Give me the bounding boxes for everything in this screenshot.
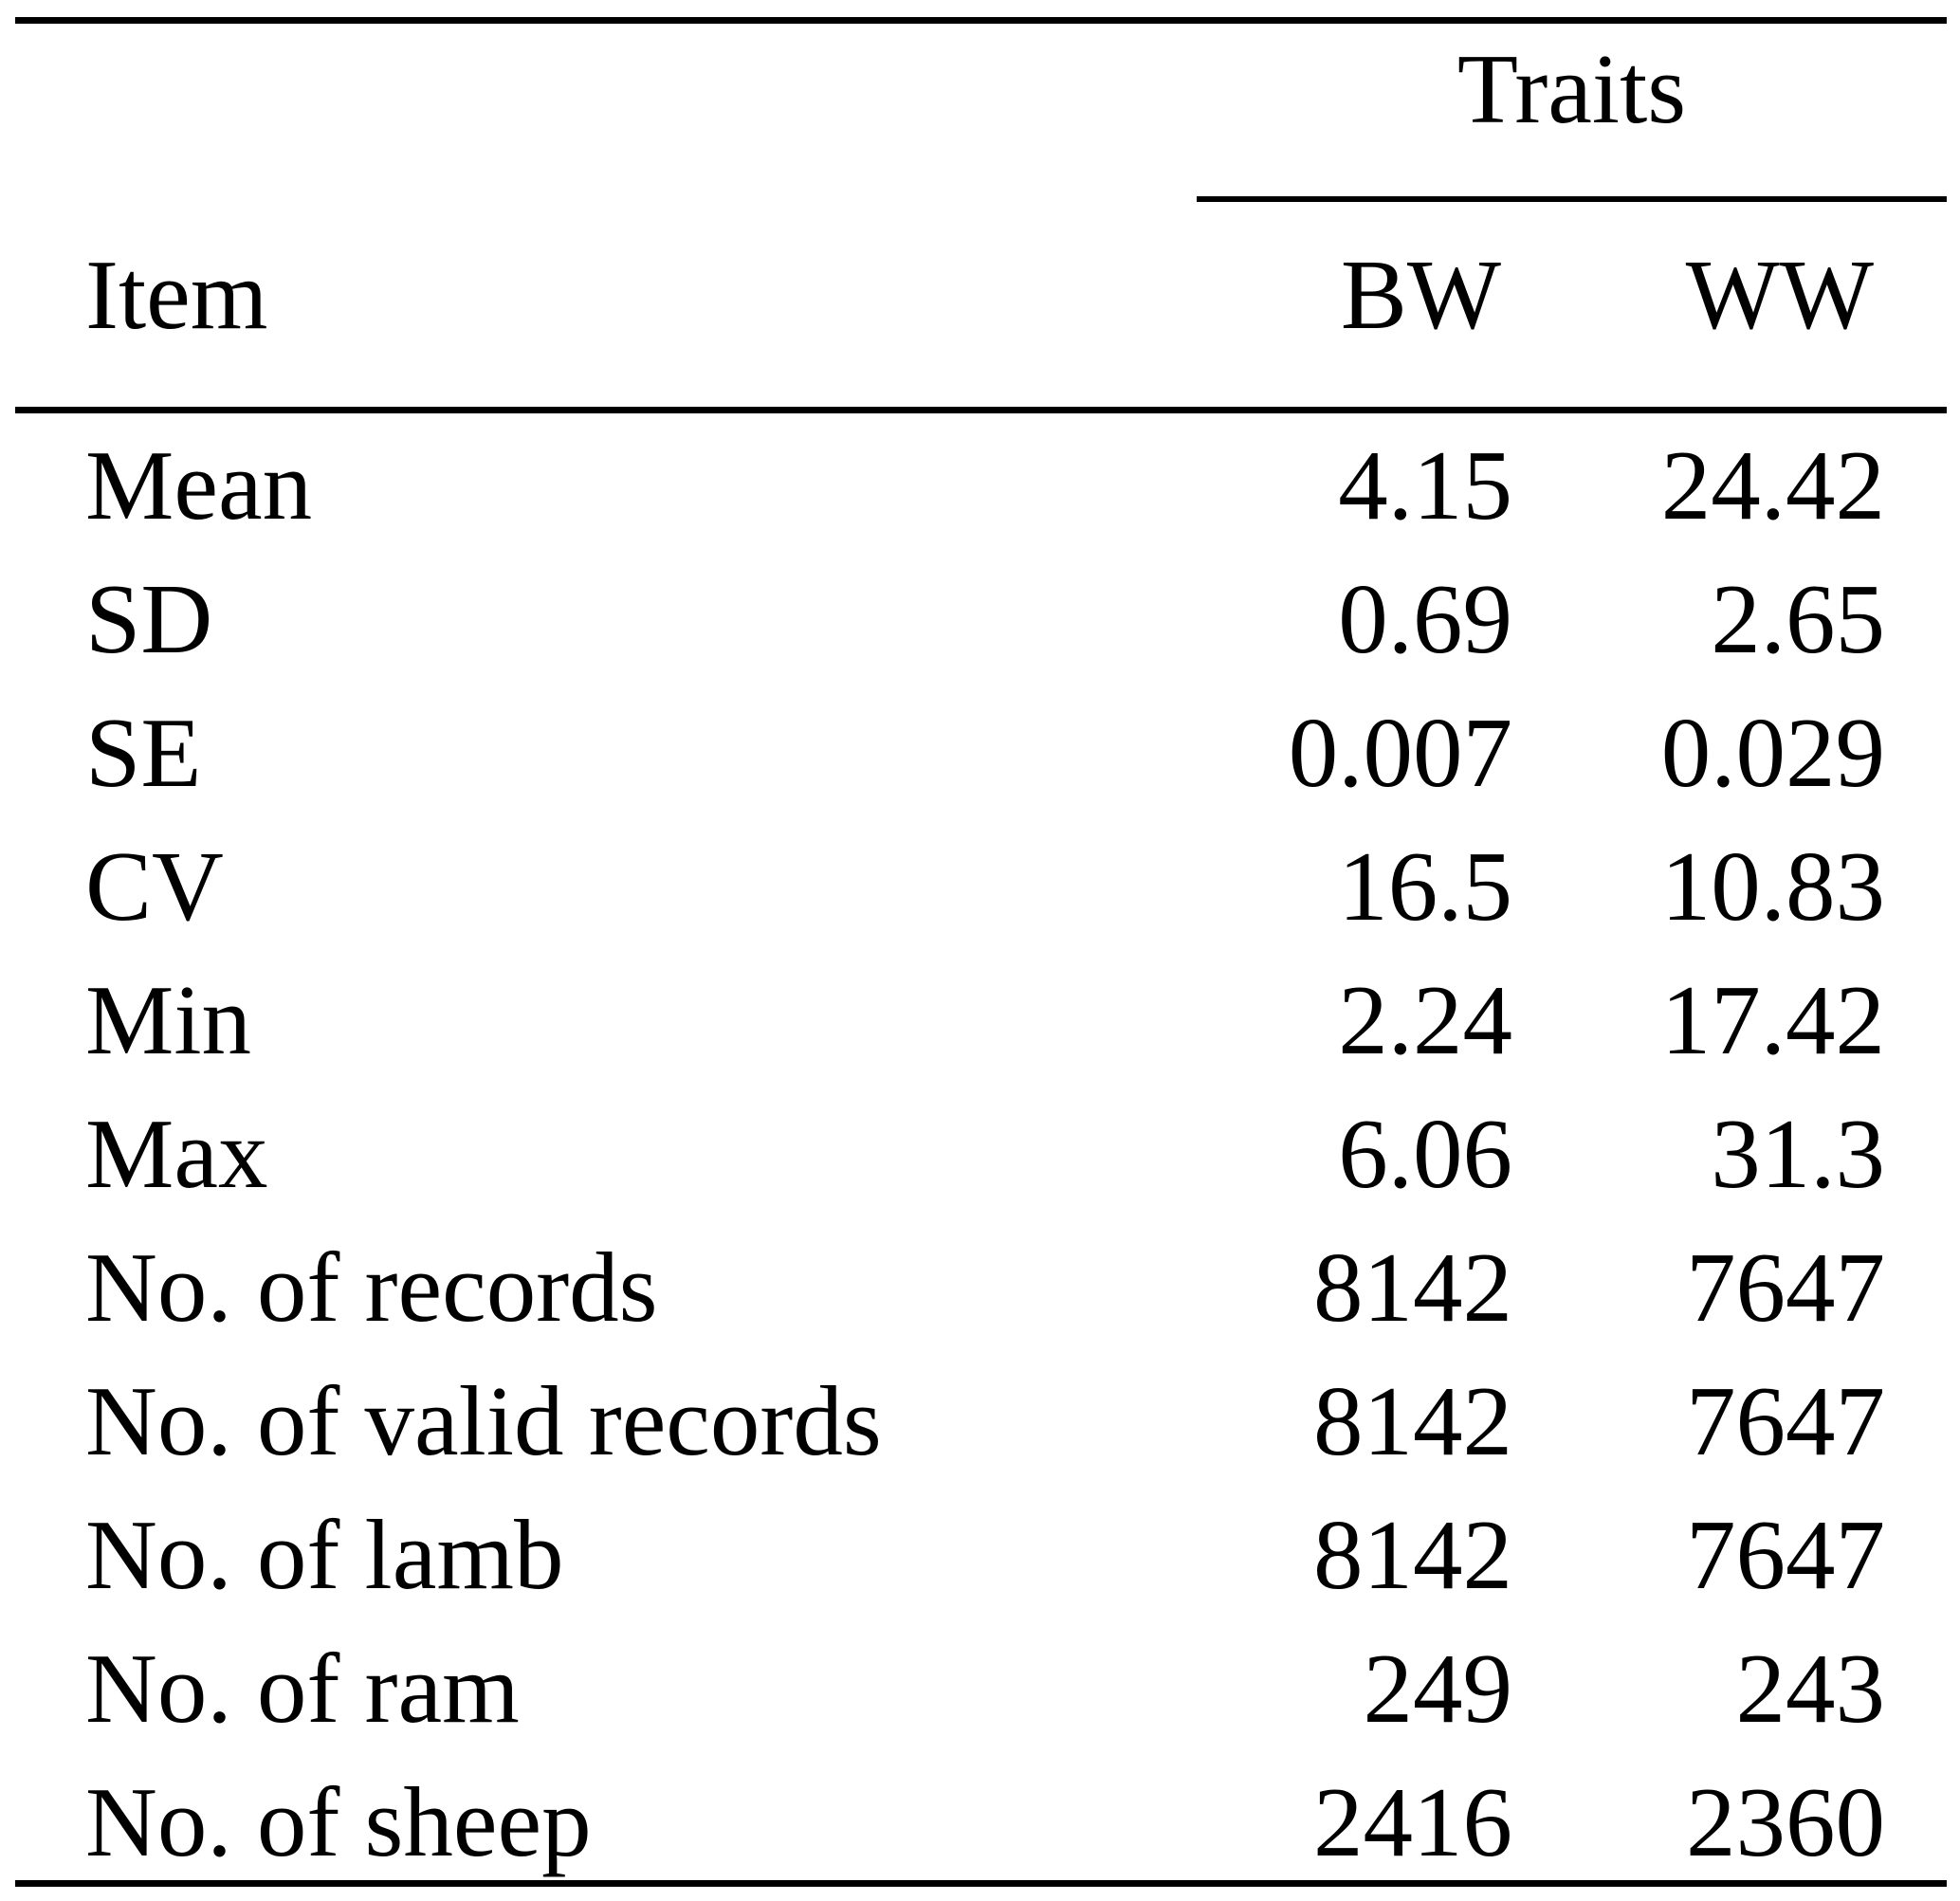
ww-value: 31.3 [1711, 1098, 1885, 1209]
ww-value: 7647 [1686, 1232, 1885, 1343]
column-header-bw: BW [1340, 239, 1501, 350]
row-label: Max [85, 1098, 268, 1209]
bw-value: 8142 [1313, 1365, 1512, 1476]
table-row-no-of-valid-records: No. of valid records 8142 7647 [85, 1354, 1885, 1488]
row-label: SD [85, 563, 213, 674]
ww-value: 17.42 [1660, 964, 1885, 1075]
bw-value: 8142 [1313, 1232, 1512, 1343]
bw-value: 249 [1363, 1633, 1513, 1744]
row-label: Min [85, 964, 252, 1075]
table-header-separator-rule [15, 407, 1947, 413]
column-header-ww: WW [1685, 239, 1874, 350]
table-row-no-of-lamb: No. of lamb 8142 7647 [85, 1488, 1885, 1621]
bw-value: 8142 [1313, 1499, 1512, 1610]
ww-value: 243 [1735, 1633, 1886, 1744]
table-row-sd: SD 0.69 2.65 [85, 552, 1885, 685]
table-header-row: Item BW WW [85, 245, 1885, 344]
ww-value: 0.029 [1660, 697, 1885, 808]
table-row-se: SE 0.007 0.029 [85, 685, 1885, 819]
table-row-cv: CV 16.5 10.83 [85, 819, 1885, 953]
table-row-no-of-ram: No. of ram 249 243 [85, 1621, 1885, 1755]
column-header-item: Item [85, 239, 268, 350]
table-body: Mean 4.15 24.42 SD 0.69 2.65 SE 0.007 0.… [85, 418, 1885, 1889]
table-bottom-rule [15, 1880, 1947, 1887]
row-label: Mean [85, 430, 313, 540]
ww-value: 2.65 [1711, 563, 1885, 674]
table-row-no-of-records: No. of records 8142 7647 [85, 1220, 1885, 1354]
ww-value: 7647 [1686, 1365, 1885, 1476]
table-row-min: Min 2.24 17.42 [85, 953, 1885, 1087]
column-group-header-traits: Traits [1456, 33, 1687, 144]
table-row-mean: Mean 4.15 24.42 [85, 418, 1885, 552]
row-label: No. of sheep [85, 1766, 592, 1877]
row-label: CV [85, 831, 224, 941]
bw-value: 16.5 [1338, 831, 1512, 941]
traits-group-underline-rule [1197, 196, 1947, 202]
ww-value: 2360 [1686, 1766, 1885, 1877]
row-label: No. of records [85, 1232, 658, 1343]
ww-value: 24.42 [1660, 430, 1885, 540]
table-top-rule [15, 17, 1947, 24]
bw-value: 6.06 [1338, 1098, 1512, 1209]
table-row-no-of-sheep: No. of sheep 2416 2360 [85, 1755, 1885, 1889]
row-label: SE [85, 697, 202, 808]
bw-value: 2416 [1313, 1766, 1512, 1877]
bw-value: 0.69 [1338, 563, 1512, 674]
ww-value: 10.83 [1660, 831, 1885, 941]
bw-value: 4.15 [1338, 430, 1512, 540]
bw-value: 2.24 [1338, 964, 1512, 1075]
row-label: No. of ram [85, 1633, 520, 1744]
row-label: No. of lamb [85, 1499, 564, 1610]
ww-value: 7647 [1686, 1499, 1885, 1610]
table-row-max: Max 6.06 31.3 [85, 1087, 1885, 1220]
row-label: No. of valid records [85, 1365, 882, 1476]
bw-value: 0.007 [1288, 697, 1512, 808]
